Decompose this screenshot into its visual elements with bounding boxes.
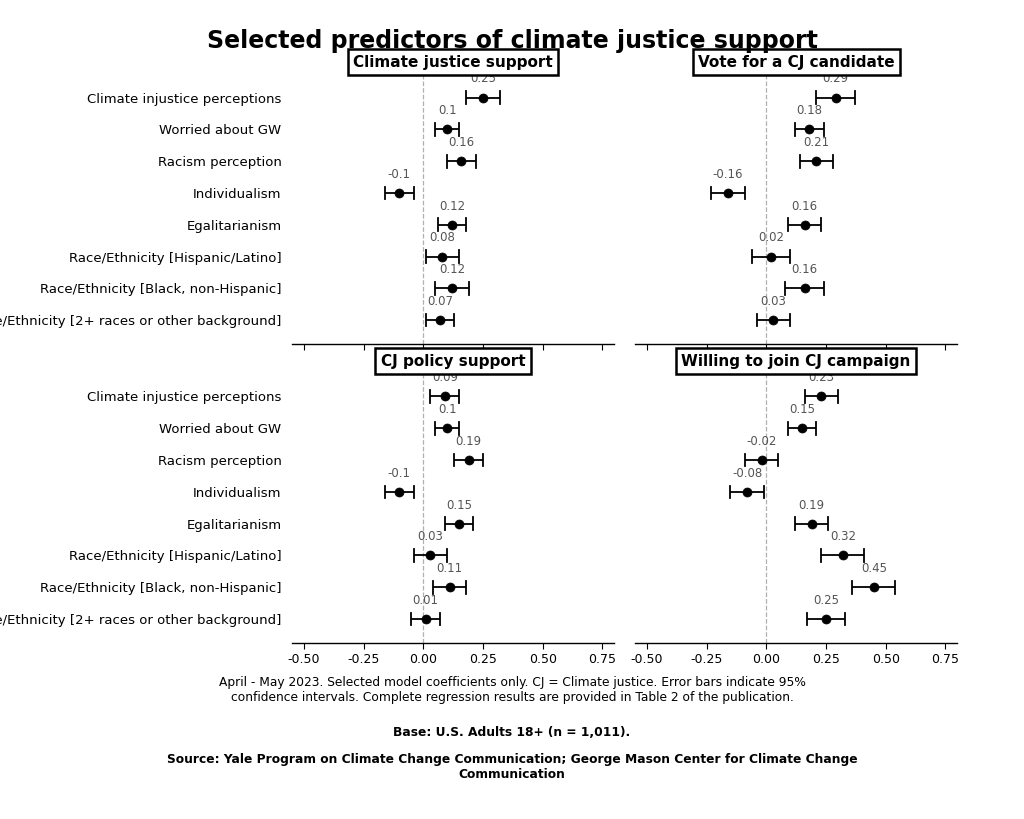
Text: 0.12: 0.12 xyxy=(439,200,465,213)
Text: 0.16: 0.16 xyxy=(792,263,817,276)
Text: 0.25: 0.25 xyxy=(813,594,839,607)
Text: 0.16: 0.16 xyxy=(449,136,474,149)
Text: 0.03: 0.03 xyxy=(418,531,443,543)
Title: Willing to join CJ campaign: Willing to join CJ campaign xyxy=(682,354,910,369)
Title: CJ policy support: CJ policy support xyxy=(381,354,525,369)
Text: -0.1: -0.1 xyxy=(388,168,411,181)
Text: 0.15: 0.15 xyxy=(790,403,815,416)
Text: 0.11: 0.11 xyxy=(436,562,463,575)
Text: -0.08: -0.08 xyxy=(732,467,762,480)
Text: 0.18: 0.18 xyxy=(797,104,822,117)
Text: -0.02: -0.02 xyxy=(746,435,776,448)
Text: 0.02: 0.02 xyxy=(758,232,784,244)
Title: Vote for a CJ candidate: Vote for a CJ candidate xyxy=(697,55,895,70)
Text: 0.23: 0.23 xyxy=(808,371,835,384)
Text: -0.1: -0.1 xyxy=(388,467,411,480)
Text: 0.45: 0.45 xyxy=(861,562,887,575)
Text: 0.25: 0.25 xyxy=(470,72,496,85)
Text: April - May 2023. Selected model coefficients only. CJ = Climate justice. Error : April - May 2023. Selected model coeffic… xyxy=(218,676,806,704)
Text: Selected predictors of climate justice support: Selected predictors of climate justice s… xyxy=(207,29,817,52)
Text: 0.08: 0.08 xyxy=(429,232,456,244)
Text: -0.16: -0.16 xyxy=(713,168,743,181)
Text: Source: Yale Program on Climate Change Communication; George Mason Center for Cl: Source: Yale Program on Climate Change C… xyxy=(167,753,857,781)
Text: 0.16: 0.16 xyxy=(792,200,817,213)
Text: 0.12: 0.12 xyxy=(439,263,465,276)
Text: 0.1: 0.1 xyxy=(438,104,457,117)
Title: Climate justice support: Climate justice support xyxy=(353,55,553,70)
Text: 0.01: 0.01 xyxy=(413,594,438,607)
Text: 0.09: 0.09 xyxy=(432,371,458,384)
Text: Base: U.S. Adults 18+ (n = 1,011).: Base: U.S. Adults 18+ (n = 1,011). xyxy=(393,726,631,740)
Text: 0.1: 0.1 xyxy=(438,403,457,416)
Text: 0.21: 0.21 xyxy=(804,136,829,149)
Text: 0.19: 0.19 xyxy=(456,435,481,448)
Text: 0.29: 0.29 xyxy=(822,72,849,85)
Text: 0.07: 0.07 xyxy=(427,295,453,308)
Text: 0.19: 0.19 xyxy=(799,499,824,512)
Text: 0.03: 0.03 xyxy=(761,295,786,308)
Text: 0.15: 0.15 xyxy=(446,499,472,512)
Text: 0.32: 0.32 xyxy=(829,531,856,543)
